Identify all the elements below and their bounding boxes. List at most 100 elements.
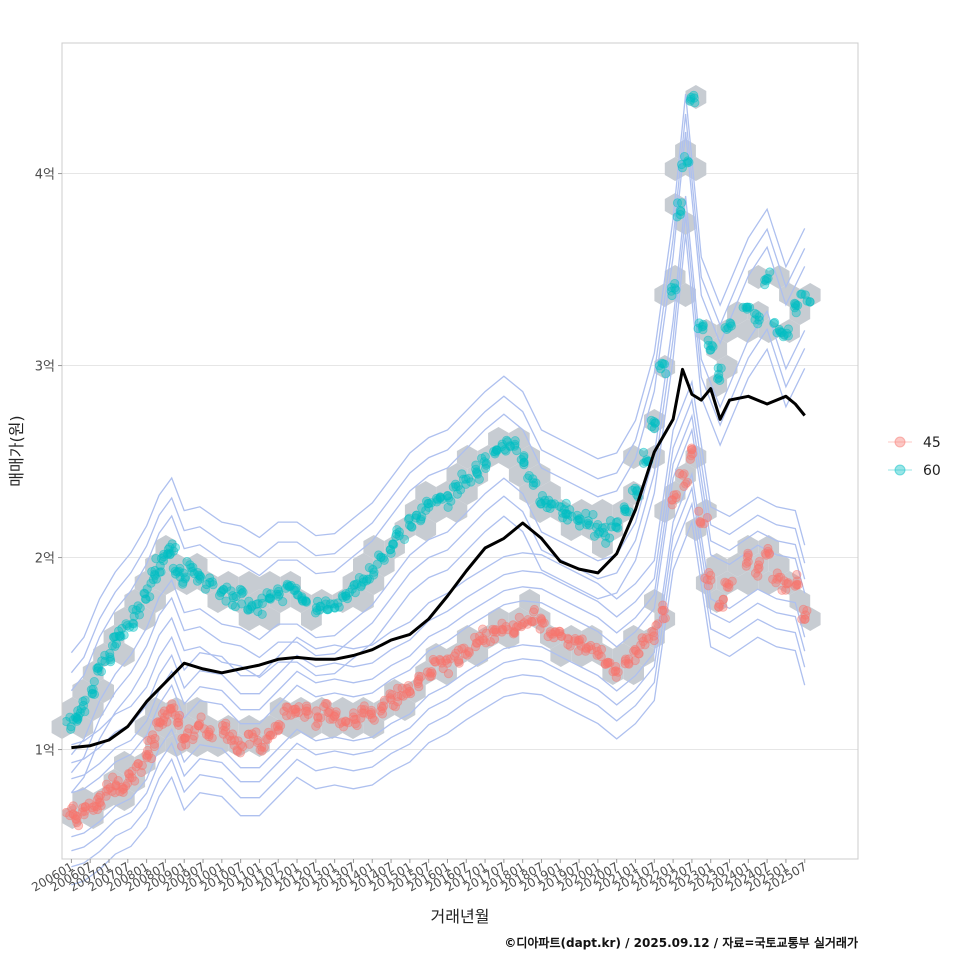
- hex-bin: [332, 697, 353, 721]
- scatter-point-45: [255, 745, 265, 755]
- scatter-point-60: [676, 198, 687, 208]
- density-contour-line: [71, 413, 806, 780]
- hex-bin: [321, 715, 343, 739]
- scatter-point-60: [659, 359, 670, 369]
- scatter-point-45: [313, 712, 323, 722]
- density-contour-line: [70, 113, 806, 674]
- scatter-point-45: [753, 564, 763, 574]
- y-axis: 1억 2억 3억 4억: [35, 168, 62, 759]
- scatter-point-60: [476, 453, 487, 463]
- scatter-point-60: [156, 567, 166, 577]
- x-axis-title: 거래년월: [431, 907, 490, 926]
- hex-bin: [134, 715, 156, 739]
- hex-bin: [519, 445, 540, 469]
- density-contour-line: [71, 519, 806, 886]
- scatter-point-45: [699, 518, 709, 529]
- scatter-point-45: [443, 668, 454, 679]
- scatter-point-60: [178, 568, 189, 578]
- legend-key-45: [894, 436, 906, 448]
- scatter-point-60: [650, 418, 661, 428]
- scatter-point-60: [797, 289, 807, 299]
- scatter-point-45: [743, 548, 753, 558]
- scatter-point-45: [84, 798, 94, 808]
- scatter-point-45: [105, 783, 115, 793]
- scatter-point-45: [685, 454, 696, 464]
- y-tick-label: 4억: [35, 168, 55, 183]
- scatter-point-45: [392, 683, 403, 693]
- scatter-point-45: [131, 762, 141, 772]
- scatter-point-60: [698, 325, 708, 335]
- scatter-point-45: [638, 636, 648, 647]
- hex-bin: [592, 499, 613, 523]
- scatter-point-45: [694, 506, 704, 516]
- scatter-point-60: [782, 328, 792, 338]
- density-contours: [70, 93, 806, 886]
- scatter-point-60: [676, 159, 687, 170]
- scatter-point-45: [356, 704, 367, 714]
- scatter-point-60: [716, 363, 726, 373]
- scatter-point-45: [279, 706, 289, 716]
- scatter-point-60: [202, 579, 212, 590]
- legend-label-60: 60: [923, 463, 941, 479]
- scatter-point-60: [392, 525, 402, 535]
- scatter-point-60: [325, 599, 335, 609]
- scatter-point-45: [184, 724, 194, 734]
- scatter-point-45: [667, 500, 677, 510]
- scatter-point-45: [513, 621, 523, 631]
- scatter-point-45: [774, 572, 784, 582]
- scatter-point-60: [723, 323, 733, 333]
- scatter-point-45: [470, 632, 480, 643]
- scatter-point-60: [654, 361, 665, 371]
- scatter-point-60: [725, 318, 735, 328]
- hex-bin: [114, 643, 135, 667]
- hex-bin: [758, 319, 780, 343]
- scatter-point-60: [524, 470, 534, 481]
- scatter-point-60: [369, 567, 379, 577]
- scatter-point-45: [377, 709, 388, 719]
- scatter-point-45: [218, 725, 228, 736]
- scatter-point-60: [542, 502, 552, 513]
- scatter-point-45: [667, 495, 677, 505]
- scatter-point-45: [792, 569, 802, 580]
- scatter-point-60: [572, 515, 583, 525]
- scatter-point-60: [273, 591, 283, 601]
- scatter-point-45: [457, 644, 467, 654]
- scatter-point-45: [454, 655, 464, 665]
- scatter-point-60: [61, 716, 71, 727]
- scatter-point-60: [765, 267, 775, 277]
- scatter-point-45: [226, 736, 237, 746]
- scatter-point-45: [367, 713, 377, 723]
- scatter-point-60: [185, 560, 195, 570]
- scatter-point-45: [596, 644, 607, 655]
- scatter-point-45: [528, 607, 539, 617]
- scatter-point-45: [196, 712, 206, 722]
- scatter-point-60: [661, 369, 671, 379]
- scatter-point-45: [777, 585, 787, 595]
- scatter-point-60: [686, 94, 696, 104]
- hex-bin: [488, 427, 509, 451]
- scatter-point-60: [751, 309, 762, 320]
- scatter-point-45: [659, 605, 669, 615]
- scatter-point-60: [243, 604, 253, 614]
- scatter-point-45: [243, 729, 253, 740]
- scatter-point-45: [364, 709, 374, 720]
- density-contour-line: [70, 195, 806, 756]
- scatter-point-45: [581, 643, 591, 653]
- scatter-point-60: [518, 452, 529, 462]
- scatter-point-60: [421, 505, 431, 515]
- scatter-point-60: [650, 418, 660, 428]
- scatter-point-45: [545, 627, 555, 637]
- legend: 45 60: [888, 435, 941, 479]
- scatter-point-60: [802, 296, 812, 306]
- scatter-point-60: [193, 567, 203, 578]
- scatter-point-60: [253, 606, 263, 617]
- scatter-point-45: [413, 678, 423, 689]
- scatter-point-45: [682, 477, 693, 487]
- scatter-point-60: [262, 588, 272, 598]
- scatter-point-60: [115, 631, 125, 641]
- scatter-point-45: [274, 719, 284, 730]
- scatter-point-45: [102, 779, 112, 789]
- scatter-point-60: [235, 584, 245, 595]
- scatter-point-60: [379, 555, 389, 565]
- hex-bin: [550, 643, 572, 667]
